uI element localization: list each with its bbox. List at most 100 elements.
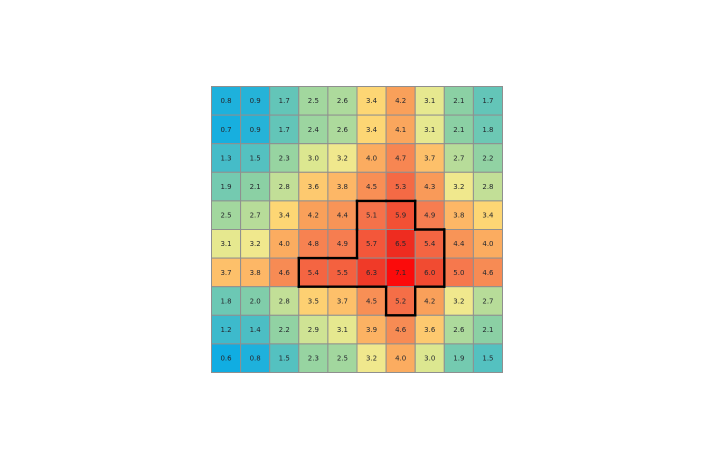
heatmap-cell bbox=[327, 314, 358, 345]
heatmap-cell bbox=[443, 200, 474, 231]
heatmap-cell-value: 2.5 bbox=[308, 97, 319, 105]
heatmap-cell-value: 2.8 bbox=[279, 183, 290, 191]
heatmap-cell-value: 7.1 bbox=[395, 269, 406, 277]
heatmap-cell-value: 5.1 bbox=[366, 212, 377, 220]
heatmap-cell-value: 3.6 bbox=[308, 183, 320, 191]
heatmap-cell bbox=[385, 343, 416, 373]
heatmap-cell-value: 2.8 bbox=[482, 183, 493, 191]
heatmap-cell bbox=[472, 143, 503, 173]
heatmap-cell-value: 4.5 bbox=[366, 297, 377, 305]
heatmap-cell bbox=[385, 171, 416, 202]
heatmap-cell bbox=[472, 86, 503, 116]
heatmap-figure: 0.8 0.9 1.7 2.5 2.6 3.4 4.2 3.1 2.1 1.7 0.7 0.9 1.7 2… bbox=[210, 85, 504, 375]
heatmap-cell-value: 2.6 bbox=[337, 97, 349, 105]
heatmap-cell-value: 2.2 bbox=[482, 154, 493, 162]
heatmap-cell bbox=[356, 257, 387, 288]
heatmap-cell-value: 4.1 bbox=[395, 126, 406, 134]
heatmap-cell-value: 1.9 bbox=[453, 355, 464, 363]
heatmap-cell bbox=[443, 343, 474, 373]
heatmap-cell bbox=[240, 314, 271, 345]
heatmap-cell bbox=[414, 314, 445, 345]
heatmap-cell-value: 5.3 bbox=[395, 183, 406, 191]
heatmap-cell-value: 3.7 bbox=[424, 154, 435, 162]
heatmap-cell-value: 1.8 bbox=[220, 297, 231, 305]
heatmap-cell bbox=[298, 114, 329, 145]
heatmap-cell bbox=[472, 114, 503, 145]
heatmap-cell-value: 2.1 bbox=[453, 126, 464, 134]
heatmap-cell-value: 2.1 bbox=[482, 326, 493, 334]
heatmap-cell-value: 3.1 bbox=[220, 240, 231, 248]
heatmap-cell bbox=[443, 229, 474, 259]
heatmap-cell-value: 5.7 bbox=[366, 240, 377, 248]
heatmap-cell bbox=[356, 343, 387, 373]
heatmap-cell bbox=[472, 200, 503, 231]
heatmap-cell-value: 1.3 bbox=[220, 154, 231, 162]
heatmap-cell-value: 4.2 bbox=[308, 212, 319, 220]
heatmap-cell-value: 0.7 bbox=[220, 126, 231, 134]
heatmap-cell-value: 4.6 bbox=[279, 269, 291, 277]
heatmap-cell-value: 4.0 bbox=[482, 240, 493, 248]
heatmap-cell bbox=[327, 343, 358, 373]
heatmap-cell bbox=[414, 200, 445, 231]
heatmap-cell-value: 3.7 bbox=[220, 269, 231, 277]
heatmap-cell-value: 2.3 bbox=[279, 154, 290, 162]
heatmap-cell bbox=[298, 286, 329, 316]
heatmap-cell-value: 3.2 bbox=[453, 183, 464, 191]
heatmap-cell-value: 4.0 bbox=[395, 355, 406, 363]
heatmap-cell-value: 6.3 bbox=[366, 269, 377, 277]
heatmap: 0.8 0.9 1.7 2.5 2.6 3.4 4.2 3.1 2.1 1.7 0.7 0.9 1.7 2… bbox=[211, 86, 503, 373]
heatmap-cell-value: 3.4 bbox=[482, 212, 494, 220]
heatmap-cell-value: 3.1 bbox=[424, 126, 435, 134]
heatmap-cell-value: 3.0 bbox=[308, 154, 319, 162]
heatmap-cell-value: 2.7 bbox=[453, 154, 464, 162]
heatmap-cell-value: 1.7 bbox=[279, 126, 290, 134]
heatmap-cell-value: 2.3 bbox=[308, 355, 319, 363]
heatmap-cell-value: 3.0 bbox=[424, 355, 435, 363]
heatmap-cell bbox=[211, 86, 242, 116]
heatmap-cell-value: 1.5 bbox=[279, 355, 290, 363]
heatmap-cell bbox=[211, 343, 242, 373]
heatmap-cell-value: 3.2 bbox=[366, 355, 377, 363]
heatmap-cell-value: 4.7 bbox=[395, 154, 406, 162]
heatmap-cell bbox=[356, 171, 387, 202]
heatmap-cell-value: 1.8 bbox=[482, 126, 493, 134]
heatmap-cell-value: 6.5 bbox=[395, 240, 406, 248]
heatmap-cell bbox=[443, 143, 474, 173]
heatmap-cell-value: 0.6 bbox=[220, 355, 232, 363]
heatmap-cell-value: 3.4 bbox=[366, 97, 378, 105]
heatmap-cell bbox=[269, 143, 300, 173]
heatmap-cell bbox=[269, 286, 300, 316]
heatmap-cell-value: 4.3 bbox=[424, 183, 435, 191]
heatmap-cell-value: 1.5 bbox=[250, 154, 261, 162]
heatmap-cell-value: 4.5 bbox=[366, 183, 377, 191]
heatmap-cell bbox=[443, 314, 474, 345]
heatmap-cell bbox=[327, 200, 358, 231]
heatmap-cell-value: 2.8 bbox=[279, 297, 290, 305]
heatmap-cell-value: 3.8 bbox=[453, 212, 464, 220]
heatmap-cell-value: 4.0 bbox=[279, 240, 290, 248]
heatmap-cell bbox=[472, 314, 503, 345]
heatmap-cell-value: 1.7 bbox=[279, 97, 290, 105]
heatmap-cell bbox=[443, 286, 474, 316]
heatmap-cell-value: 1.2 bbox=[220, 326, 231, 334]
heatmap-cell-value: 0.9 bbox=[250, 126, 261, 134]
heatmap-cell bbox=[356, 86, 387, 116]
heatmap-cell-value: 2.7 bbox=[250, 212, 261, 220]
heatmap-cell-value: 5.2 bbox=[395, 297, 406, 305]
heatmap-cell-value: 1.5 bbox=[482, 355, 493, 363]
heatmap-cell-value: 3.9 bbox=[366, 326, 377, 334]
heatmap-cell bbox=[327, 229, 358, 259]
heatmap-cell-value: 5.4 bbox=[424, 240, 436, 248]
heatmap-cell-value: 3.8 bbox=[250, 269, 261, 277]
heatmap-cell bbox=[472, 257, 503, 288]
heatmap-cell bbox=[240, 343, 271, 373]
heatmap-cell bbox=[211, 143, 242, 173]
heatmap-cell bbox=[211, 229, 242, 259]
heatmap-cell-value: 4.0 bbox=[366, 154, 377, 162]
heatmap-cell-value: 2.6 bbox=[453, 326, 465, 334]
heatmap-cell-value: 3.8 bbox=[337, 183, 348, 191]
heatmap-cell-value: 2.7 bbox=[482, 297, 493, 305]
heatmap-cell bbox=[385, 257, 416, 288]
heatmap-cell bbox=[414, 343, 445, 373]
